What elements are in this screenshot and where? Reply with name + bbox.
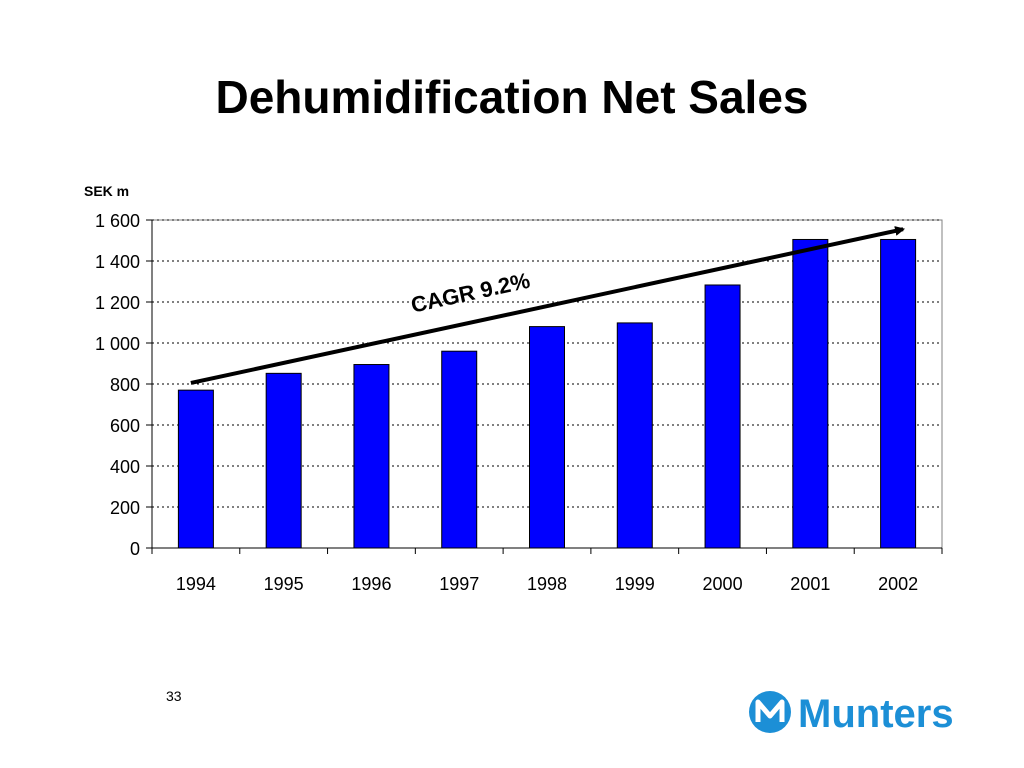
logo-text: Munters: [798, 692, 954, 736]
y-tick-labels: 0 200 400 600 800 1 000 1 200 1 400 1 600: [95, 211, 140, 559]
bar-1995: [265, 372, 302, 549]
x-tick-labels: 1994 1995 1996 1997 1998 1999 2000 2001 2002: [176, 574, 918, 594]
y-tick-label: 1 600: [95, 211, 140, 231]
x-tick-label: 1995: [264, 574, 304, 594]
y-tick-label: 1 000: [95, 334, 140, 354]
bar-1997: [441, 350, 478, 549]
y-tick-label: 800: [110, 375, 140, 395]
x-tick-label: 2000: [703, 574, 743, 594]
x-tick-label: 1999: [615, 574, 655, 594]
page-title: Dehumidification Net Sales: [215, 71, 809, 123]
x-tick-label: 1998: [527, 574, 567, 594]
x-tick-label: 1997: [439, 574, 479, 594]
y-tick-label: 1 400: [95, 252, 140, 272]
munters-logo-icon: [749, 691, 791, 733]
y-tick-label: 0: [130, 539, 140, 559]
x-tick-label: 1994: [176, 574, 216, 594]
x-tick-label: 2002: [878, 574, 918, 594]
bar-1996: [353, 364, 390, 549]
bar-2000: [704, 284, 741, 549]
x-tick-label: 2001: [790, 574, 830, 594]
y-axis-unit-label: SEK m: [84, 183, 129, 199]
axes: [146, 219, 943, 554]
y-tick-label: 200: [110, 498, 140, 518]
bar-2002: [880, 238, 917, 549]
munters-logo: Munters: [749, 691, 954, 736]
y-tick-label: 400: [110, 457, 140, 477]
y-tick-label: 1 200: [95, 293, 140, 313]
bar-2001: [792, 238, 829, 549]
cagr-arrow: [190, 226, 906, 385]
page-number: 33: [166, 688, 182, 704]
bars: [177, 238, 917, 549]
x-tick-label: 1996: [351, 574, 391, 594]
bar-1994: [177, 389, 214, 549]
y-tick-label: 600: [110, 416, 140, 436]
bar-1998: [529, 326, 565, 549]
cagr-label: CAGR 9.2%: [409, 268, 533, 318]
bar-1999: [616, 322, 653, 549]
